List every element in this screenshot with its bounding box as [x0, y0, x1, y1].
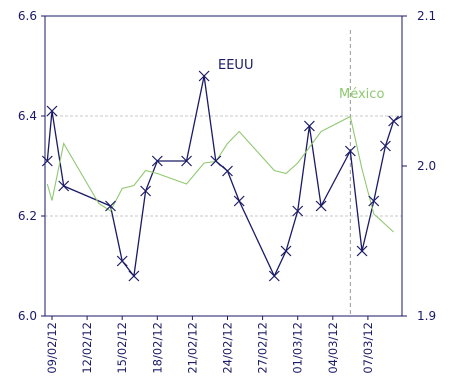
series [46, 75, 402, 278]
eeuu-marker-16 [303, 120, 315, 132]
eeuu-marker-11 [222, 165, 233, 177]
eeuu-marker-7 [151, 155, 163, 167]
eeuu-marker-21 [380, 140, 391, 152]
x-tick-label-9: 07/03/12 [361, 322, 375, 374]
eeuu-marker-12 [233, 195, 245, 207]
eeuu-marker-9 [198, 70, 210, 82]
x-tick-label-0: 09/02/12 [45, 322, 59, 374]
eeuu-marker-1 [46, 105, 58, 117]
series-line-eeuu [46, 75, 402, 278]
x-tick-label-7: 01/03/12 [291, 322, 305, 374]
x-tick-label-2: 15/02/12 [115, 322, 129, 374]
series-label-mexico: México [339, 87, 384, 102]
series-label-eeuu: EEUU [218, 58, 253, 73]
eeuu-marker-13 [268, 270, 280, 282]
eeuu-marker-15 [292, 205, 304, 217]
left-tick-label-3: 6.6 [18, 9, 37, 23]
eeuu-marker-5 [128, 270, 140, 282]
x-tick-label-5: 24/02/12 [221, 322, 235, 374]
eeuu-marker-17 [315, 200, 327, 212]
x-tick-label-8: 04/03/12 [326, 322, 340, 374]
gridlines [45, 115, 402, 217]
eeuu-marker-10 [210, 155, 222, 167]
left-tick-label-2: 6.4 [18, 109, 37, 123]
eeuu-marker-4 [116, 255, 128, 267]
series-line-mexico [46, 115, 394, 233]
eeuu-marker-20 [368, 195, 380, 207]
eeuu-marker-22 [388, 115, 400, 127]
left-tick-label-1: 6.2 [18, 209, 37, 223]
eeuu-marker-2 [58, 180, 70, 192]
x-tick-label-3: 18/02/12 [150, 322, 164, 374]
eeuu-marker-18 [344, 145, 356, 157]
x-tick-label-4: 21/02/12 [185, 322, 199, 374]
x-tick-label-1: 12/02/12 [80, 322, 94, 374]
eeuu-marker-3 [105, 200, 116, 212]
x-tick-label-6: 27/02/12 [256, 322, 270, 374]
markers [41, 70, 400, 282]
eeuu-marker-6 [140, 185, 152, 197]
left-tick-label-0: 6.0 [18, 309, 37, 323]
right-tick-label-2: 2.1 [417, 9, 436, 23]
eeuu-marker-0 [41, 155, 53, 167]
right-tick-label-1: 2.0 [417, 159, 436, 173]
eeuu-marker-19 [356, 245, 368, 257]
series-labels: EEUU México [218, 58, 384, 102]
axes [41, 15, 407, 320]
tick-labels: 6.0 6.2 6.4 6.6 1.9 2.0 2.1 09/02/12 12/02/12 15/… [18, 9, 436, 374]
eeuu-marker-8 [181, 155, 192, 167]
right-tick-label-0: 1.9 [417, 309, 436, 323]
eeuu-marker-14 [280, 245, 292, 257]
